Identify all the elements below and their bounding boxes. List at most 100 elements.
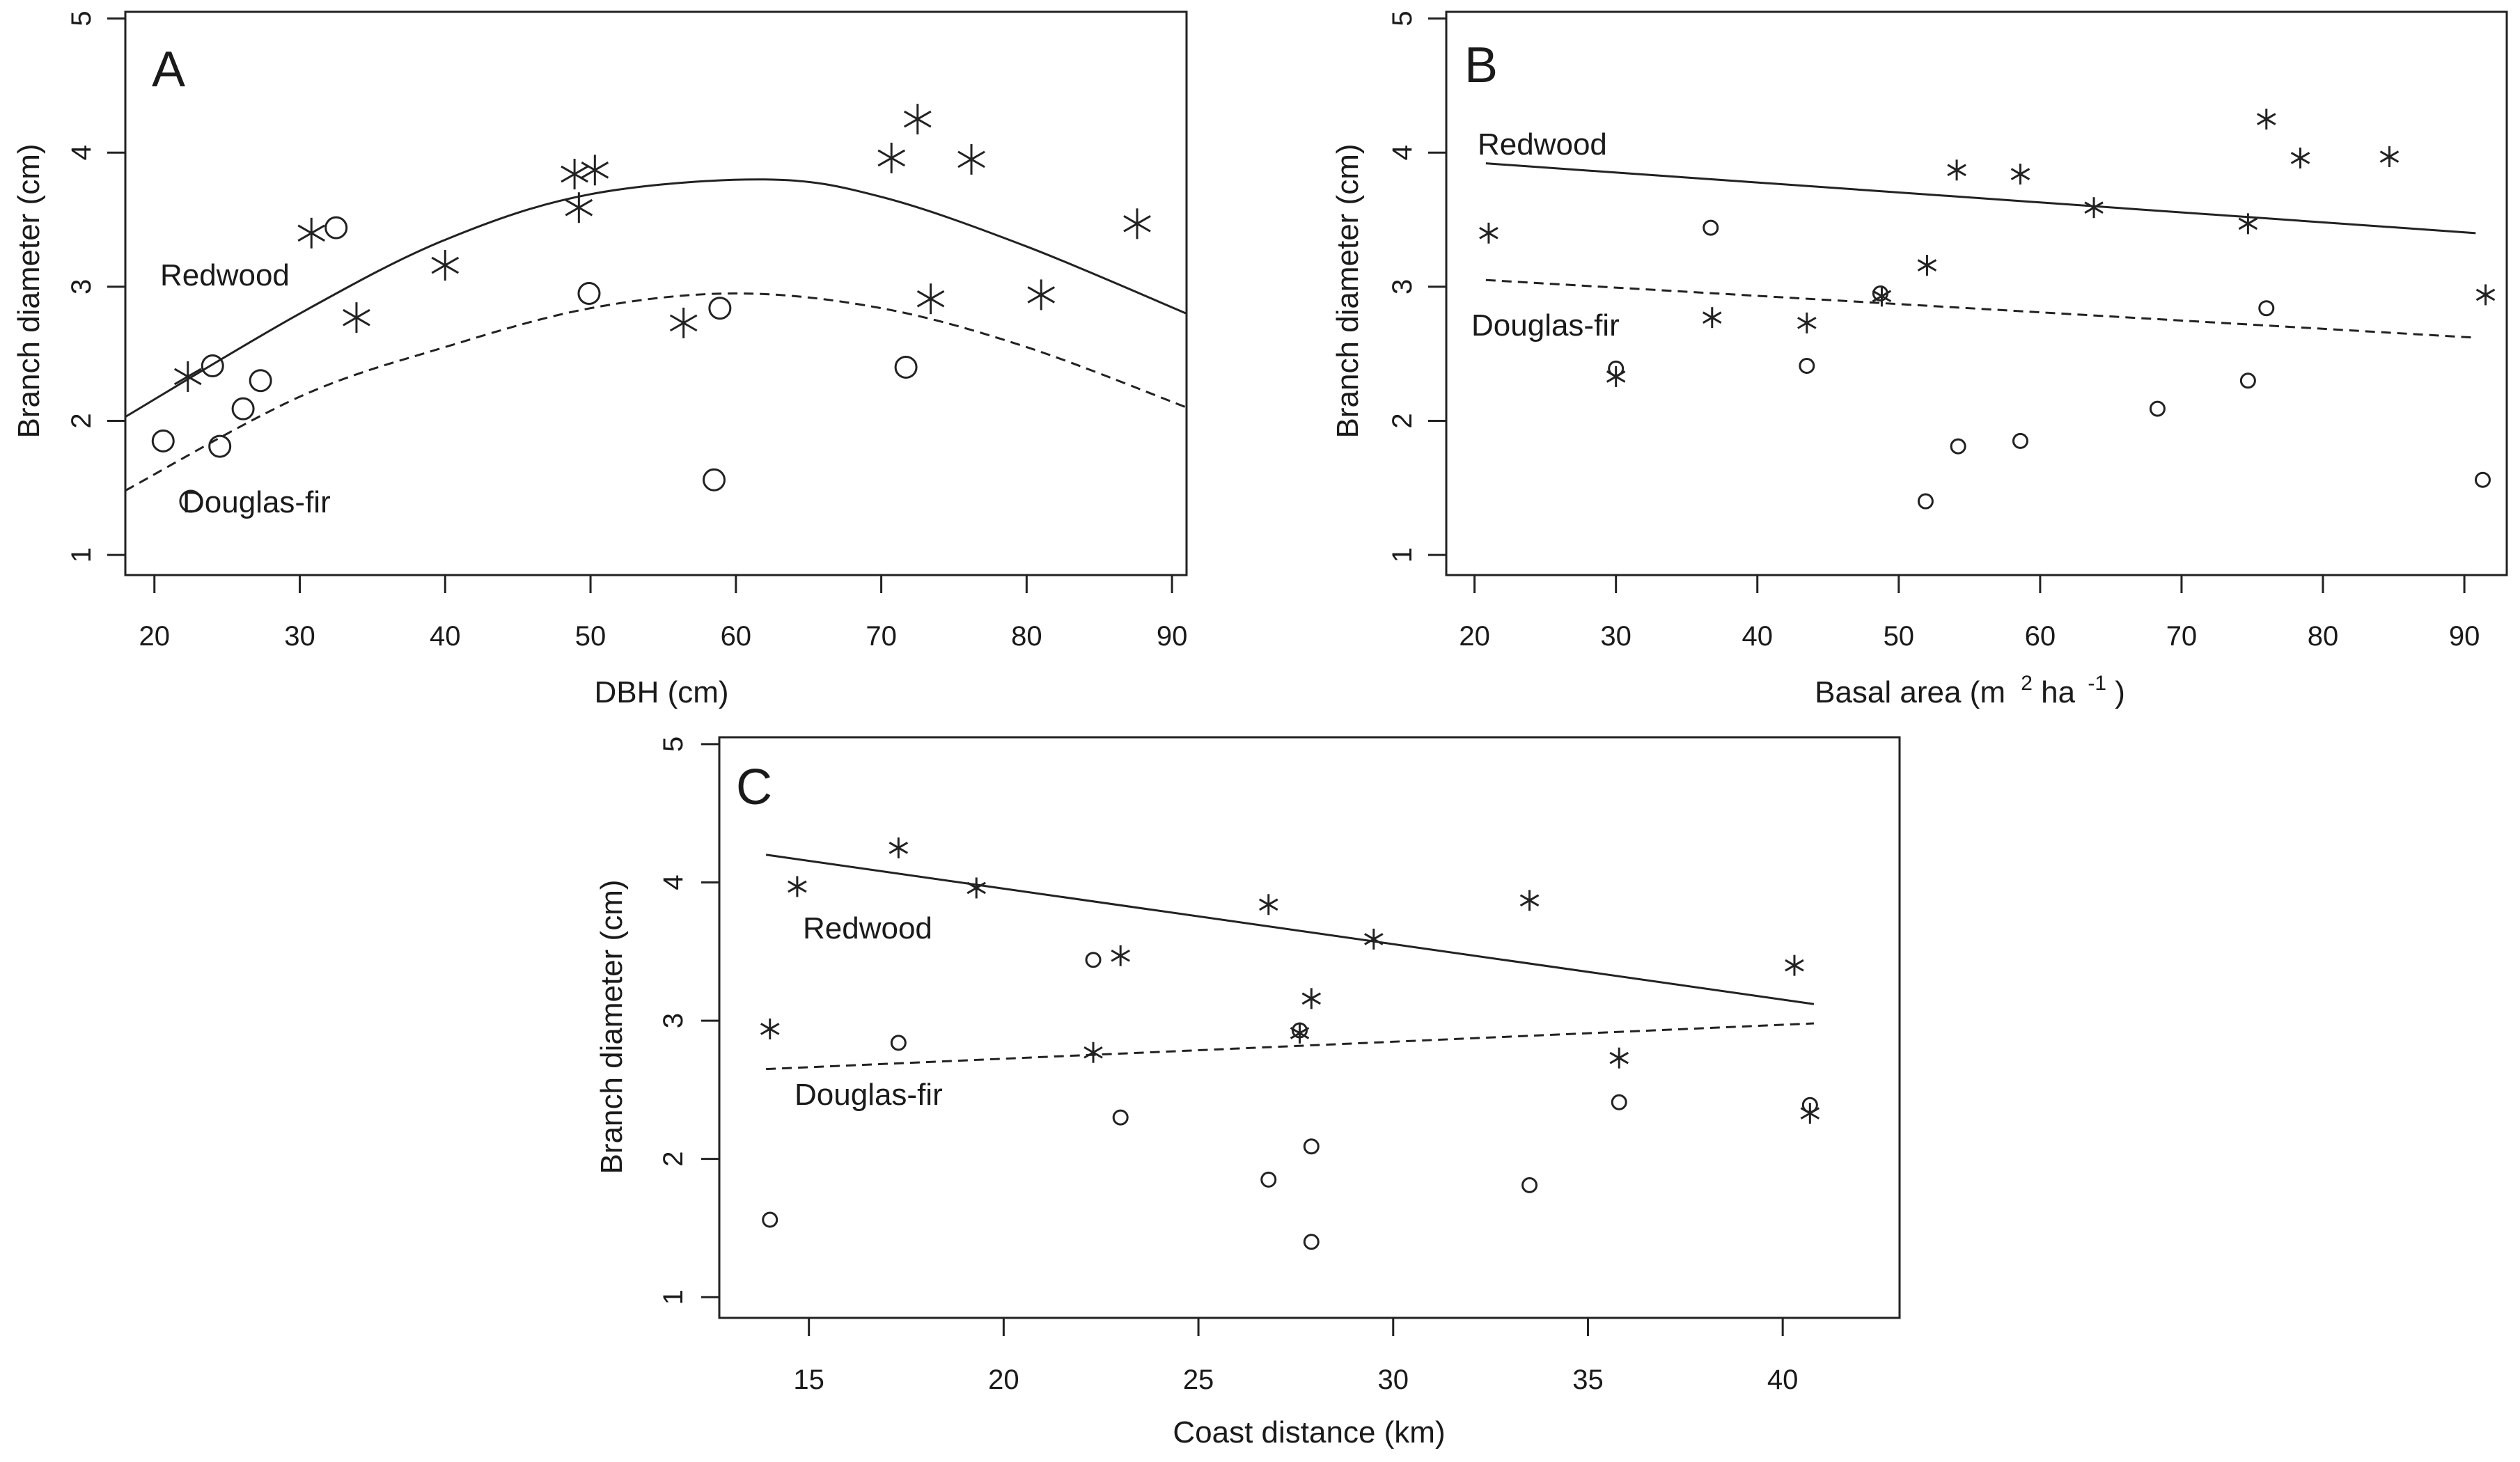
redwood-point <box>877 142 906 173</box>
panel-c-y-title: Branch diameter (cm) <box>595 879 629 1174</box>
panel-b-douglas-fir-fit <box>1485 278 2476 339</box>
douglas-fir-point <box>1950 438 1966 455</box>
panel-c-douglas-fir-label: Douglas-fir <box>795 1078 943 1112</box>
y-tick-label: 1 <box>658 1289 689 1305</box>
x-tick-label: 50 <box>575 621 606 652</box>
panel-a-douglas-fir-label: Douglas-fir <box>182 485 331 519</box>
douglas-fir-point <box>1085 952 1102 968</box>
panel-b-y-axis: 1 2 3 4 5 <box>1387 11 1448 563</box>
panel-a-y-title: Branch diameter (cm) <box>12 143 46 438</box>
x-tick-label: 30 <box>284 621 315 652</box>
y-tick-label: 5 <box>658 737 689 752</box>
panel-a-redwood-label: Redwood <box>160 258 290 292</box>
y-tick-label: 2 <box>66 413 97 428</box>
panel-b-x-title-sup-2: -1 <box>2088 672 2106 695</box>
redwood-point <box>1519 890 1540 911</box>
panel-b-x-title-main: Basal area (m <box>1815 675 2005 709</box>
panel-c-y-ticks: 1 2 3 4 5 <box>658 737 719 1305</box>
x-tick-label: 40 <box>1767 1365 1799 1395</box>
redwood-point <box>2238 213 2258 235</box>
douglas-fir-point <box>2474 471 2491 488</box>
x-tick-label: 20 <box>1459 621 1490 652</box>
redwood-point <box>1111 945 1130 966</box>
redwood-point <box>1301 988 1322 1009</box>
douglas-fir-point <box>1303 1234 1320 1250</box>
redwood-point <box>889 837 909 858</box>
douglas-fir-point <box>708 297 732 320</box>
panel-a: 20 30 40 50 60 70 80 90 1 2 3 4 5 A DBH (cm) Branch… <box>12 10 1188 709</box>
x-tick-label: 20 <box>139 621 171 652</box>
x-tick-label: 25 <box>1183 1365 1214 1395</box>
panel-b-fits <box>1485 162 2476 339</box>
douglas-fir-point <box>1303 1138 1320 1155</box>
douglas-fir-point <box>1703 219 1719 236</box>
redwood-point <box>2379 146 2400 168</box>
redwood-point <box>1083 1042 1103 1063</box>
redwood-point <box>669 307 698 338</box>
panel-c-letter: C <box>736 760 772 815</box>
douglas-fir-point <box>1801 1096 1818 1113</box>
douglas-fir-point <box>2149 400 2166 417</box>
douglas-fir-point <box>890 1035 907 1051</box>
redwood-point <box>1917 255 1937 276</box>
redwood-point <box>1479 222 1498 244</box>
redwood-point <box>760 1018 780 1039</box>
x-tick-label: 30 <box>1378 1365 1409 1395</box>
y-tick-label: 4 <box>1387 145 1418 160</box>
panel-c-fits <box>765 854 1815 1071</box>
panel-a-markers <box>151 104 1151 513</box>
x-tick-label: 80 <box>1011 621 1042 652</box>
douglas-fir-point <box>762 1211 778 1228</box>
redwood-point <box>343 302 370 333</box>
x-tick-label: 60 <box>721 621 752 652</box>
redwood-point <box>431 250 460 281</box>
x-tick-label: 40 <box>1742 621 1773 652</box>
douglas-fir-point <box>703 468 726 492</box>
x-tick-label: 50 <box>1884 621 1915 652</box>
douglas-fir-point <box>2258 300 2275 317</box>
panel-b-plot-frame <box>1445 10 2508 576</box>
douglas-fir-point <box>1799 358 1815 375</box>
panel-b: 20 30 40 50 60 70 80 90 1 2 3 4 5 B Basal area (m 2… <box>1331 10 2508 709</box>
douglas-fir-point <box>1917 493 1934 510</box>
y-tick-label: 2 <box>658 1151 689 1167</box>
redwood-point <box>2290 147 2310 168</box>
panel-b-y-ticks: 1 2 3 4 5 <box>1387 11 1446 563</box>
panel-b-y-title: Branch diameter (cm) <box>1331 143 1365 438</box>
redwood-point <box>788 876 807 897</box>
panel-a-y-axis: 1 2 3 4 5 <box>66 11 127 563</box>
redwood-point <box>1123 208 1151 239</box>
douglas-fir-point <box>577 282 601 305</box>
douglas-fir-point <box>179 489 203 513</box>
y-tick-label: 5 <box>1387 11 1418 26</box>
panel-a-x-title: DBH (cm) <box>594 675 728 709</box>
panel-b-redwood-label: Redwood <box>1478 127 1607 162</box>
redwood-point <box>1027 279 1056 311</box>
douglas-fir-point <box>1608 360 1625 377</box>
panel-a-x-axis: 20 30 40 50 60 70 80 90 <box>139 574 1187 652</box>
redwood-point <box>916 283 945 315</box>
x-tick-label: 70 <box>866 621 897 652</box>
x-tick-label: 30 <box>1600 621 1631 652</box>
panel-c-douglas-fir-fit <box>766 1022 1814 1071</box>
x-tick-label: 20 <box>988 1365 1019 1395</box>
redwood-point <box>1797 312 1817 333</box>
redwood-point <box>561 159 588 190</box>
panel-a-x-ticks: 20 30 40 50 60 70 80 90 <box>139 575 1187 652</box>
douglas-fir-point <box>249 369 272 393</box>
redwood-point <box>173 361 202 392</box>
panel-c-x-ticks: 15 20 25 30 35 40 <box>793 1318 1798 1395</box>
y-tick-label: 1 <box>1387 547 1418 563</box>
panel-c-redwood-label: Redwood <box>803 911 932 945</box>
x-tick-label: 80 <box>2308 621 2339 652</box>
redwood-point <box>1609 1047 1629 1069</box>
y-tick-label: 3 <box>1387 279 1418 294</box>
redwood-point <box>966 877 986 899</box>
redwood-point <box>565 192 593 223</box>
redwood-point <box>2257 109 2276 130</box>
douglas-fir-point <box>1292 1022 1308 1039</box>
douglas-fir-point <box>324 216 348 239</box>
redwood-point <box>903 104 932 135</box>
douglas-fir-point <box>894 355 918 379</box>
y-tick-label: 2 <box>1387 413 1418 428</box>
